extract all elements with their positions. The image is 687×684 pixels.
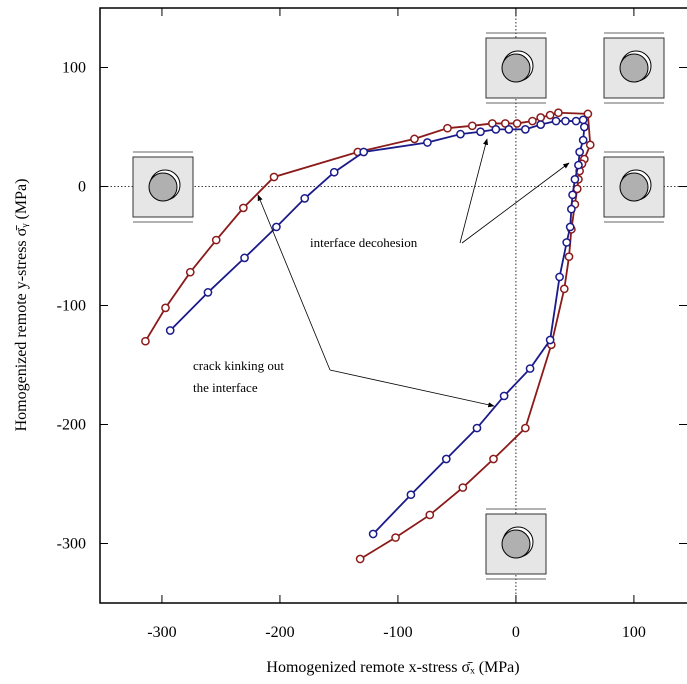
data-point (272, 222, 281, 232)
data-point (528, 116, 537, 126)
annotation: the interface (193, 380, 258, 395)
data-point (578, 115, 588, 125)
y-tick-label: 0 (78, 179, 86, 196)
data-point (574, 160, 583, 170)
x-tick-label: 100 (622, 624, 646, 641)
x-axis-title: Homogenized remote x-stress σ̄ₓ (MPa) (266, 659, 519, 676)
data-point (564, 252, 574, 262)
data-point (583, 109, 593, 119)
data-point (555, 272, 564, 282)
data-point (559, 284, 569, 294)
data-point (476, 127, 485, 137)
data-point (545, 335, 555, 345)
data-point (406, 490, 416, 500)
annotation-arrows (257, 138, 570, 408)
data-point (329, 167, 339, 177)
data-point (141, 336, 150, 346)
data-point (521, 125, 530, 134)
data-point (525, 364, 535, 373)
data-point (456, 129, 465, 139)
series-line (144, 111, 592, 560)
data-point (561, 116, 570, 126)
data-point (423, 138, 432, 147)
data-point (579, 122, 589, 132)
x-tick-label: -300 (147, 624, 176, 641)
data-point (562, 238, 572, 247)
data-point (491, 125, 501, 134)
data-point (185, 267, 195, 277)
data-point (536, 113, 546, 122)
data-point (504, 125, 514, 134)
data-point (161, 303, 170, 313)
annotation: crack kinking out (193, 358, 284, 373)
data-point (240, 253, 249, 263)
data-point (571, 116, 581, 126)
data-point (512, 119, 522, 128)
data-point (355, 554, 365, 564)
data-point (410, 134, 419, 144)
data-point (359, 147, 369, 157)
data-point (472, 423, 482, 433)
data-point (570, 175, 580, 184)
x-tick-label: 0 (512, 624, 520, 641)
x-tick-label: -100 (383, 624, 412, 641)
data-point (443, 123, 452, 133)
data-point (521, 423, 530, 433)
series-line (169, 118, 586, 535)
data-point (165, 326, 175, 335)
data-point (567, 204, 576, 214)
data-point (269, 172, 279, 182)
data-point (554, 108, 563, 118)
data-point (551, 116, 561, 126)
data-point (578, 135, 588, 145)
y-axis-title: Homogenized remote y-stress σ̄ᵧ (MPa) (13, 179, 30, 432)
data-point (441, 454, 451, 464)
data-point (425, 510, 435, 520)
y-tick-label: 100 (62, 60, 86, 77)
data-point (467, 121, 477, 131)
data-point (565, 222, 575, 232)
y-tick-label: -300 (57, 536, 86, 553)
y-tick-label: -100 (57, 298, 86, 315)
annotation: interface decohesion (310, 235, 418, 250)
plot-area: -300 -200 -100 0 100 -300 -200 -100 0 100 (57, 7, 687, 641)
data-point (575, 147, 584, 157)
data-point (458, 483, 468, 492)
data-point (211, 235, 221, 245)
data-point (545, 110, 555, 120)
y-tick-label: -200 (57, 417, 86, 434)
data-point (568, 190, 577, 200)
data-point (300, 194, 310, 203)
data-point (239, 203, 248, 213)
data-point (203, 288, 213, 297)
data-point (489, 454, 498, 464)
data-point (536, 120, 546, 129)
data-point (499, 391, 509, 401)
data-point (391, 533, 400, 542)
data-point (585, 140, 595, 150)
x-tick-label: -200 (265, 624, 294, 641)
data-point (368, 529, 378, 539)
